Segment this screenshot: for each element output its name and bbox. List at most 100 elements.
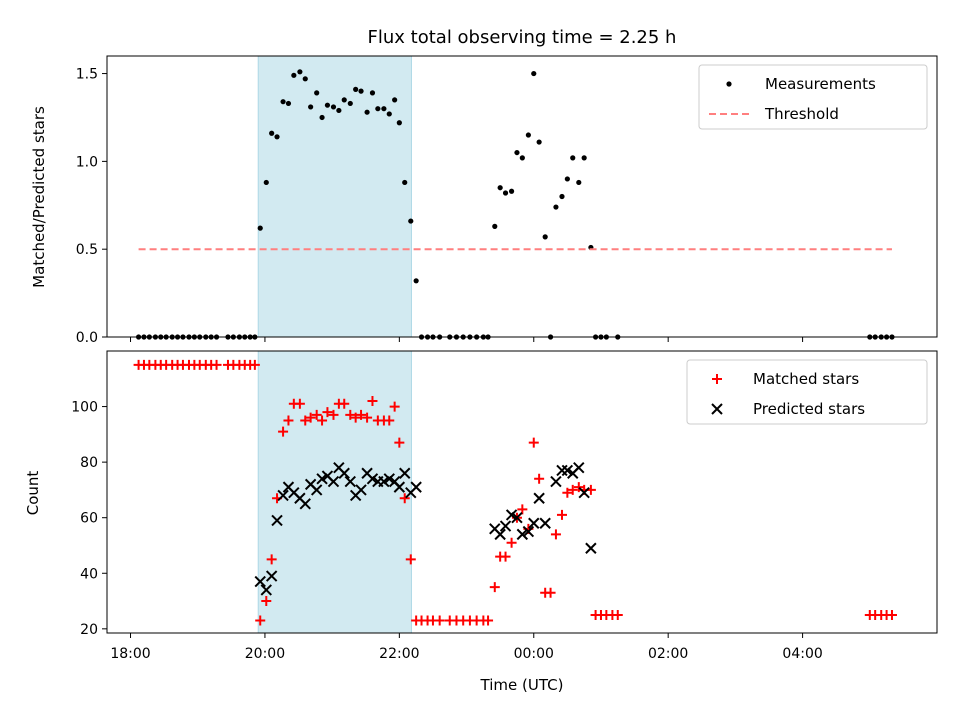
predicted-star-point	[399, 467, 411, 479]
count-observing-span	[257, 350, 412, 634]
measurement-point	[314, 90, 320, 96]
matched-star-point	[545, 587, 556, 598]
measurement-point	[336, 107, 342, 114]
legend-x-marker	[711, 403, 723, 415]
legend-box	[698, 64, 928, 130]
x-tick-label: 20:00	[245, 646, 285, 662]
predicted-star-point	[260, 584, 272, 596]
matched-star-point	[562, 487, 573, 498]
predicted-star-point	[378, 475, 390, 488]
predicted-star-point	[522, 525, 535, 538]
measurement-point	[269, 130, 275, 136]
measurement-point	[502, 190, 509, 196]
measurement-point	[353, 86, 359, 92]
predicted-star-point	[561, 464, 574, 477]
matched-star-point	[266, 554, 277, 565]
predicted-star-point	[393, 481, 406, 493]
matched-star-point	[500, 551, 511, 562]
matched-star-point	[345, 409, 356, 420]
x-tick-label: 18:00	[110, 646, 150, 662]
ratio-panel: 0.0 0.5 1.0 1.5 Measurements Threshold	[76, 55, 938, 346]
measurement-point	[263, 179, 269, 186]
measurement-point	[280, 99, 286, 105]
ratio-legend: Measurements Threshold	[698, 64, 928, 130]
predicted-star-point	[366, 473, 379, 485]
measurement-point	[291, 72, 297, 78]
matched-star-point	[394, 437, 405, 448]
matched-star-point	[283, 415, 294, 426]
predicted-star-point	[533, 492, 545, 504]
predicted-star-point	[516, 528, 529, 541]
measurement-point	[492, 223, 498, 229]
legend-label: Threshold	[764, 105, 839, 123]
measurement-point	[559, 193, 565, 200]
predicted-star-point	[355, 484, 367, 496]
predicted-star-point	[528, 517, 540, 529]
matched-star-point	[305, 412, 316, 423]
measurement-point	[386, 111, 392, 117]
measurement-point	[341, 97, 347, 103]
measurement-point	[396, 120, 402, 126]
measurement-point	[508, 188, 515, 194]
matched-star-point	[278, 426, 289, 437]
predicted-star-point	[271, 514, 283, 527]
measurement-point	[413, 278, 419, 284]
matched-star-point	[328, 409, 339, 420]
measurement-point	[257, 225, 263, 231]
measurement-point	[531, 70, 537, 77]
measurement-point	[381, 106, 387, 112]
count-series-matched-stars	[133, 359, 897, 626]
legend-label: Measurements	[765, 75, 876, 93]
ratio-y-tick-label: 0.0	[76, 330, 98, 346]
matched-star-point	[367, 396, 378, 407]
ratio-observing-span	[257, 55, 412, 338]
matched-star-point	[362, 412, 373, 423]
matched-star-point	[528, 437, 539, 448]
bottom-y-axis-label: Count	[24, 471, 42, 516]
predicted-star-point	[585, 542, 597, 554]
predicted-star-point	[511, 511, 523, 524]
predicted-star-point	[578, 486, 590, 499]
predicted-star-point	[344, 475, 356, 488]
legend-plus-marker	[712, 374, 722, 384]
x-tick-label: 22:00	[379, 646, 419, 662]
matched-star-point	[550, 529, 561, 540]
matched-star-point	[294, 398, 305, 409]
matched-star-point	[384, 415, 395, 426]
matched-star-point	[350, 412, 361, 423]
matched-star-point	[886, 609, 897, 620]
measurement-point	[375, 106, 381, 112]
matched-star-point	[311, 409, 322, 420]
count-y-tick-label: 80	[80, 455, 98, 471]
x-axis-label: Time (UTC)	[480, 676, 564, 694]
count-axes-frame	[106, 350, 938, 634]
predicted-star-point	[338, 467, 350, 479]
measurement-point	[347, 100, 353, 107]
predicted-star-point	[254, 575, 266, 588]
legend-label: Predicted stars	[753, 400, 865, 418]
matched-star-point	[322, 407, 333, 418]
matched-star-point	[612, 609, 623, 620]
predicted-star-point	[550, 475, 562, 488]
count-legend: Matched stars Predicted stars	[686, 359, 928, 425]
measurement-point	[364, 109, 370, 115]
matched-star-point	[483, 615, 494, 626]
predicted-star-point	[410, 481, 422, 493]
x-tick-label: 04:00	[782, 646, 822, 662]
predicted-star-point	[494, 528, 506, 541]
predicted-star-point	[316, 473, 328, 485]
measurement-point	[392, 97, 398, 103]
matched-star-point	[255, 615, 266, 626]
count-y-tick-label: 40	[80, 566, 98, 582]
predicted-star-point	[327, 475, 340, 488]
measurement-point	[297, 69, 303, 75]
measurement-point	[402, 179, 408, 186]
top-y-axis-label: Matched/Predicted stars	[30, 106, 48, 288]
matched-star-point	[356, 409, 367, 420]
matched-star-point	[517, 504, 528, 515]
ratio-y-tick-label: 1.0	[76, 154, 98, 170]
x-tick-label: 02:00	[648, 646, 688, 662]
predicted-star-point	[499, 520, 512, 532]
measurement-point	[536, 139, 542, 145]
